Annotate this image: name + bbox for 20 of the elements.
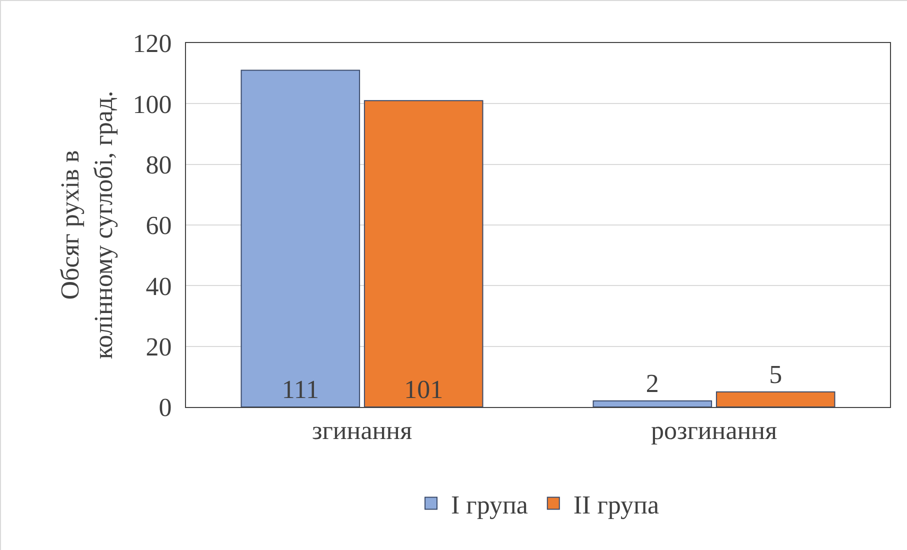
y-tick-label: 100 — [132, 90, 172, 119]
y-tick-label: 0 — [158, 393, 172, 422]
y-tick-label: 80 — [146, 150, 172, 180]
y-tick-label: 120 — [132, 29, 172, 58]
data-label: 111 — [282, 375, 319, 404]
x-tick-label: розгинання — [650, 416, 778, 446]
x-tick-label: згинання — [312, 416, 412, 446]
y-tick-label: 60 — [146, 211, 172, 240]
legend-label: I група — [451, 490, 528, 520]
bar — [240, 70, 360, 407]
y-tick-label: 20 — [146, 332, 172, 362]
bar — [364, 100, 484, 407]
bar — [592, 400, 712, 407]
legend-label: II група — [573, 490, 660, 520]
y-tick-label: 40 — [146, 272, 172, 301]
data-label: 101 — [404, 375, 444, 404]
data-label: 2 — [646, 368, 659, 398]
bar — [716, 391, 836, 407]
data-label: 5 — [769, 360, 782, 389]
y-axis-title: Обсяг рухів в колінному суглобі, град. — [55, 90, 118, 360]
